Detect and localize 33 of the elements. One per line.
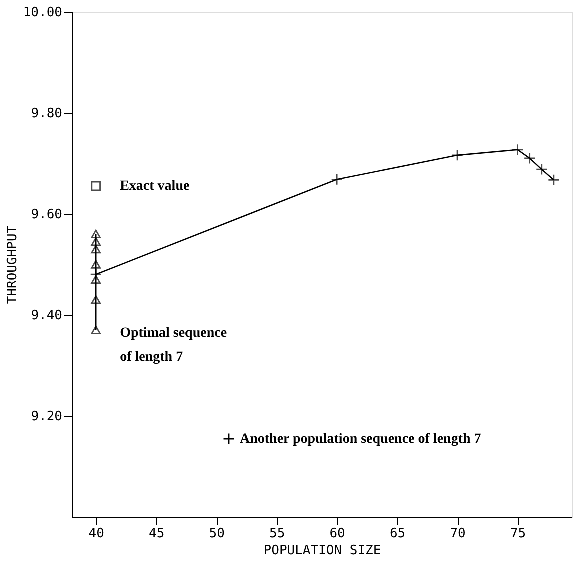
- point: [90, 268, 102, 281]
- y-tick-label: 9.20: [31, 410, 62, 424]
- point: [91, 245, 101, 254]
- x-tick-label: 70: [450, 526, 466, 542]
- point: [91, 237, 101, 246]
- series-label: Optimal sequence of length 7: [120, 326, 228, 366]
- x-axis-title: POPULATION SIZE: [264, 544, 382, 558]
- point: [331, 174, 344, 186]
- point: [91, 181, 101, 192]
- y-tick-label: 9.40: [31, 308, 62, 324]
- y-tick-label: 9.80: [31, 106, 62, 122]
- point: [91, 296, 101, 304]
- point: [452, 149, 464, 162]
- point: [536, 164, 548, 176]
- point: [548, 174, 560, 186]
- point: [91, 230, 101, 239]
- x-tick-label: 65: [390, 526, 406, 542]
- series-label: Exact value: [120, 179, 190, 194]
- point: [91, 326, 101, 334]
- y-axis-title: THROUGHPUT: [5, 226, 20, 304]
- point: [524, 152, 536, 164]
- y-tick-label: 10.00: [23, 6, 62, 20]
- point: [91, 275, 101, 284]
- legend-label: Another population sequence of length 7: [240, 432, 482, 447]
- x-tick-label: 60: [330, 526, 346, 542]
- x-tick-label: 50: [209, 526, 225, 542]
- point: [91, 260, 101, 269]
- x-tick-label: 75: [510, 526, 526, 542]
- x-tick-label: 40: [88, 526, 104, 542]
- x-tick-label: 55: [269, 526, 286, 542]
- y-tick-label: 9.60: [31, 208, 62, 222]
- x-tick-label: 45: [149, 526, 165, 542]
- point: [512, 144, 524, 156]
